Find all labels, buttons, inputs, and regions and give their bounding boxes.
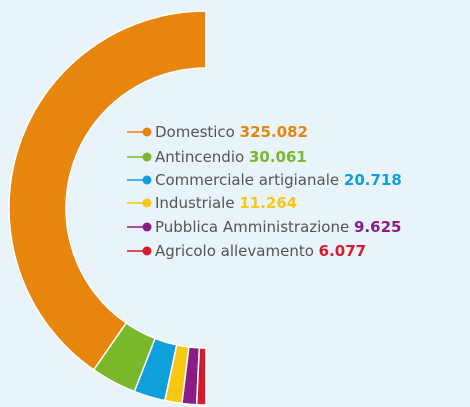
legend-label: Antincendio <box>155 148 244 166</box>
value-label: 11.264 <box>239 194 297 212</box>
legend-dot <box>142 246 152 256</box>
legend-entry: Agricolo allevamento 6.077 <box>155 242 366 260</box>
legend-dot <box>142 152 152 162</box>
legend-label: Pubblica Amministrazione <box>155 218 349 236</box>
legend-entry: Commerciale artigianale 20.718 <box>155 171 402 189</box>
value-label: 30.061 <box>249 148 307 166</box>
legend-dot <box>142 222 152 232</box>
legend-dot <box>142 175 152 185</box>
legend-label: Agricolo allevamento <box>155 242 314 260</box>
legend-entry: Industriale 11.264 <box>155 194 297 212</box>
donut-segment <box>8 10 207 371</box>
legend-label: Domestico <box>155 123 235 141</box>
donut-segment <box>195 347 207 406</box>
legend-entry: Pubblica Amministrazione 9.625 <box>155 218 401 236</box>
value-label: 325.082 <box>240 123 308 141</box>
legend-entry: Antincendio 30.061 <box>155 148 307 166</box>
value-label: 20.718 <box>344 171 402 189</box>
legend-dot <box>142 127 152 137</box>
legend-label: Industriale <box>155 194 235 212</box>
value-label: 6.077 <box>319 242 366 260</box>
value-label: 9.625 <box>354 218 401 236</box>
legend-label: Commerciale artigianale <box>155 171 339 189</box>
legend-dot <box>142 198 152 208</box>
legend-entry: Domestico 325.082 <box>155 123 308 141</box>
